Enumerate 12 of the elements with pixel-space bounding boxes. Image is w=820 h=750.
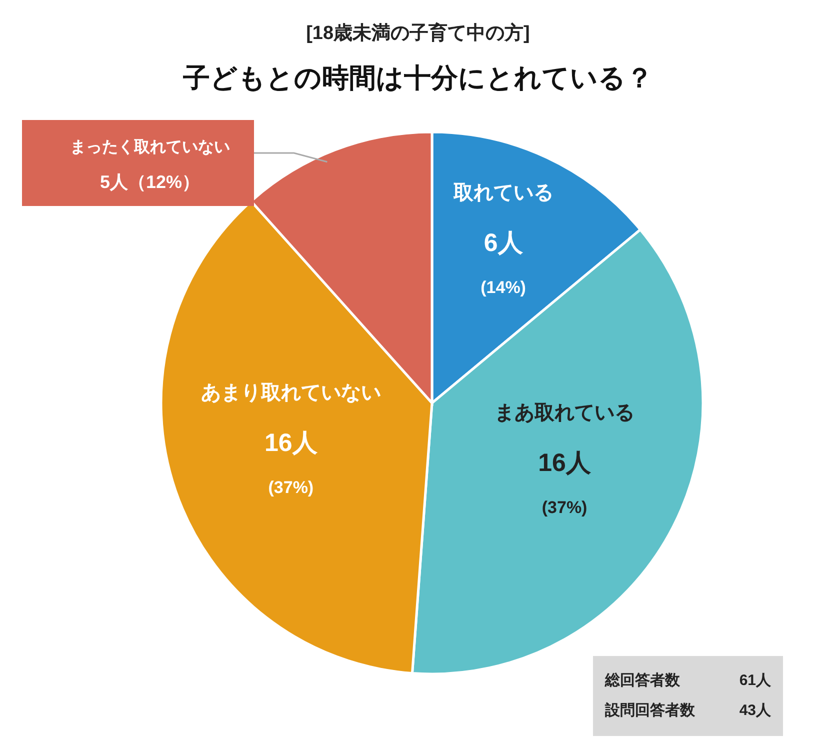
slice-label: あまり取れていない bbox=[200, 382, 381, 404]
text: 設問回答者数 43人 bbox=[605, 702, 771, 719]
chart-subtitle: [18歳未満の子育て中の方] bbox=[305, 21, 531, 46]
text: 総回答者数 61人 bbox=[605, 672, 771, 689]
slice-label: まあ取れている bbox=[494, 402, 635, 424]
chart-title: 子どもとの時間は十分にとれている？ bbox=[182, 62, 654, 95]
slice-label: まったく取れていない bbox=[70, 138, 230, 156]
slice-label: 取れている bbox=[452, 182, 554, 204]
data-label: 5人（12%） bbox=[100, 172, 200, 192]
data-label: 6人 (14%) bbox=[480, 228, 526, 297]
data-label: 16人 (37%) bbox=[264, 429, 318, 498]
data-label: 16人 (37%) bbox=[538, 449, 592, 518]
